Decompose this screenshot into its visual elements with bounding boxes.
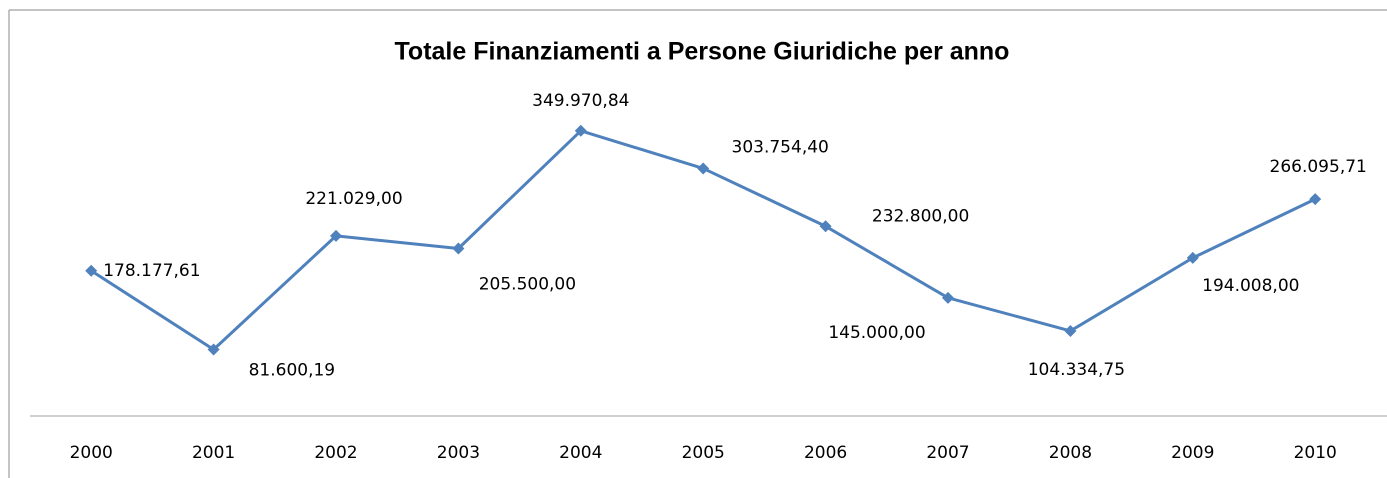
marker (452, 242, 465, 255)
data-label: 232.800,00 (872, 206, 969, 226)
data-label: 145.000,00 (828, 323, 925, 343)
marker (85, 264, 98, 277)
x-tick-label: 2008 (1049, 443, 1092, 463)
data-label: 303.754,40 (732, 137, 829, 157)
data-label: 349.970,84 (532, 91, 629, 111)
x-tick-label: 2009 (1171, 443, 1214, 463)
marker (574, 124, 587, 137)
marker (1186, 251, 1199, 264)
x-tick-label: 2005 (682, 443, 725, 463)
marker (819, 220, 832, 233)
marker (942, 291, 954, 304)
data-label: 221.029,00 (305, 189, 402, 209)
marker (207, 343, 220, 356)
x-tick-label: 2007 (926, 443, 969, 463)
marker (1309, 193, 1322, 206)
marker (697, 162, 710, 175)
marker (330, 229, 342, 242)
data-label: 178.177,61 (103, 261, 200, 281)
data-label: 205.500,00 (479, 275, 576, 295)
chart-title: Totale Finanziamenti a Persone Giuridich… (395, 38, 1010, 66)
x-tick-label: 2000 (70, 443, 113, 463)
x-tick-label: 2006 (804, 443, 847, 463)
x-tick-label: 2002 (314, 443, 357, 463)
marker (1064, 324, 1077, 337)
x-tick-label: 2004 (559, 443, 602, 463)
data-label: 104.334,75 (1028, 360, 1125, 380)
x-tick-label: 2010 (1294, 443, 1337, 463)
data-label: 194.008,00 (1202, 276, 1299, 296)
data-label: 266.095,71 (1270, 157, 1367, 177)
x-tick-label: 2003 (437, 443, 480, 463)
data-label: 81.600,19 (249, 360, 336, 380)
x-tick-label: 2001 (192, 443, 235, 463)
